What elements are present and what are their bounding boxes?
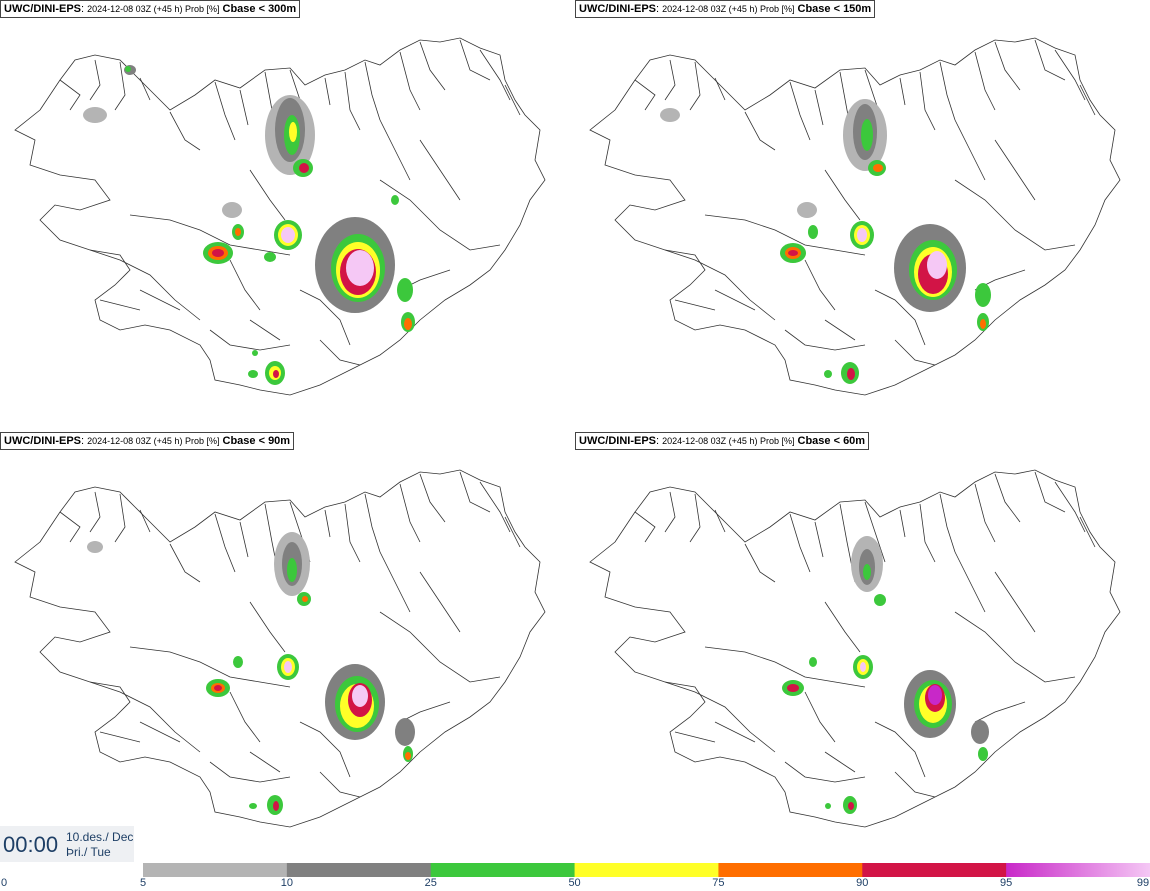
variable-name: Cbase < 60m: [797, 435, 866, 447]
run-info: 2024-12-08 03Z (+45 h) Prob [%]: [87, 436, 220, 446]
colorbar-tick-label: 95: [1000, 877, 1013, 889]
run-info: 2024-12-08 03Z (+45 h) Prob [%]: [662, 4, 795, 14]
map-panel-cbase-90: UWC/DINI-EPS: 2024-12-08 03Z (+45 h) Pro…: [0, 432, 575, 862]
colorbar-bin: [286, 863, 432, 877]
model-name: UWC/DINI-EPS: [4, 3, 81, 15]
valid-time-clock: 00:00: [3, 832, 59, 857]
colorbar-tick-label: 10: [280, 877, 293, 889]
colorbar-tick-label: 5: [139, 877, 147, 889]
colorbar-tick-label: 50: [568, 877, 581, 889]
panel-title: UWC/DINI-EPS: 2024-12-08 03Z (+45 h) Pro…: [0, 432, 295, 450]
colorbar-bin: [143, 863, 288, 877]
colorbar-tick-label: 75: [712, 877, 725, 889]
map-panel-cbase-300: UWC/DINI-EPS: 2024-12-08 03Z (+45 h) Pro…: [0, 0, 575, 430]
colorbar-bin: [862, 863, 1007, 877]
variable-name: Cbase < 300m: [222, 3, 297, 15]
colorbar-tick-label: 0: [0, 877, 8, 889]
colorbar-bin: [1006, 863, 1150, 877]
iceland-map: [14, 469, 546, 828]
iceland-map: [14, 37, 546, 396]
run-info: 2024-12-08 03Z (+45 h) Prob [%]: [662, 436, 795, 446]
iceland-map: [589, 469, 1121, 828]
model-name: UWC/DINI-EPS: [4, 435, 81, 447]
panel-title: UWC/DINI-EPS: 2024-12-08 03Z (+45 h) Pro…: [0, 0, 301, 18]
run-info: 2024-12-08 03Z (+45 h) Prob [%]: [87, 4, 220, 14]
model-name: UWC/DINI-EPS: [579, 3, 656, 15]
colorbar-bin: [574, 863, 719, 877]
panel-title: UWC/DINI-EPS: 2024-12-08 03Z (+45 h) Pro…: [575, 432, 870, 450]
map-panel-cbase-60: UWC/DINI-EPS: 2024-12-08 03Z (+45 h) Pro…: [575, 432, 1150, 862]
iceland-map: [589, 37, 1121, 396]
colorbar-tick-label: 90: [856, 877, 869, 889]
valid-time-box: 00:00 10.des./ Dec Þri./ Tue: [0, 826, 134, 862]
colorbar-bin: [430, 863, 576, 877]
variable-name: Cbase < 150m: [797, 3, 872, 15]
colorbar-tick-label: 25: [424, 877, 437, 889]
variable-name: Cbase < 90m: [222, 435, 291, 447]
valid-date: 10.des./ Dec: [66, 830, 134, 844]
probability-colorbar: [143, 863, 1150, 877]
model-name: UWC/DINI-EPS: [579, 435, 656, 447]
panel-title: UWC/DINI-EPS: 2024-12-08 03Z (+45 h) Pro…: [575, 0, 876, 18]
valid-weekday: Þri./ Tue: [66, 845, 111, 859]
colorbar-bin: [718, 863, 863, 877]
colorbar-tick-label: 99: [1136, 877, 1150, 889]
map-panel-cbase-150: UWC/DINI-EPS: 2024-12-08 03Z (+45 h) Pro…: [575, 0, 1150, 430]
